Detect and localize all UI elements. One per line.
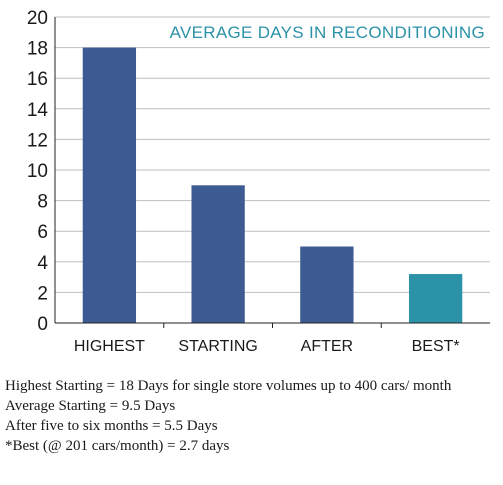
y-tick-label: 14 (27, 100, 49, 121)
bar-after (300, 246, 354, 323)
y-tick-label: 20 (27, 8, 48, 29)
y-tick-label: 6 (37, 222, 48, 243)
x-category-label: BEST* (412, 338, 460, 355)
x-category-label: HIGHEST (74, 338, 145, 355)
bars (82, 47, 463, 323)
y-tick-label: 8 (37, 192, 48, 213)
y-tick-label: 0 (37, 314, 48, 335)
note-after-months: After five to six months = 5.5 Days (5, 418, 218, 434)
y-tick-label: 4 (37, 253, 48, 274)
note-best: *Best (@ 201 cars/month) = 2.7 days (5, 438, 230, 454)
chart-title: AVERAGE DAYS IN RECONDITIONING (170, 23, 485, 42)
note-average-starting: Average Starting = 9.5 Days (5, 398, 176, 414)
footnotes: Highest Starting = 18 Days for single st… (5, 376, 495, 456)
bar-starting (191, 185, 245, 323)
y-tick-label: 10 (27, 161, 48, 182)
x-category-label: AFTER (301, 338, 353, 355)
x-category-label: STARTING (178, 338, 257, 355)
y-tick-label: 12 (27, 130, 48, 151)
bar-best (408, 274, 463, 323)
axes: 0 2 4 6 8 10 12 14 16 18 20 HIGHEST STARTING AFTER BES… (27, 8, 490, 355)
y-tick-label: 18 (27, 39, 48, 60)
y-tick-label: 2 (37, 283, 48, 304)
y-tick-label: 16 (27, 69, 48, 90)
bar-chart: 0 2 4 6 8 10 12 14 16 18 20 HIGHEST STARTING AFTER BES… (27, 8, 490, 355)
bar-highest (82, 47, 137, 323)
note-highest-starting: Highest Starting = 18 Days for single st… (5, 378, 452, 394)
